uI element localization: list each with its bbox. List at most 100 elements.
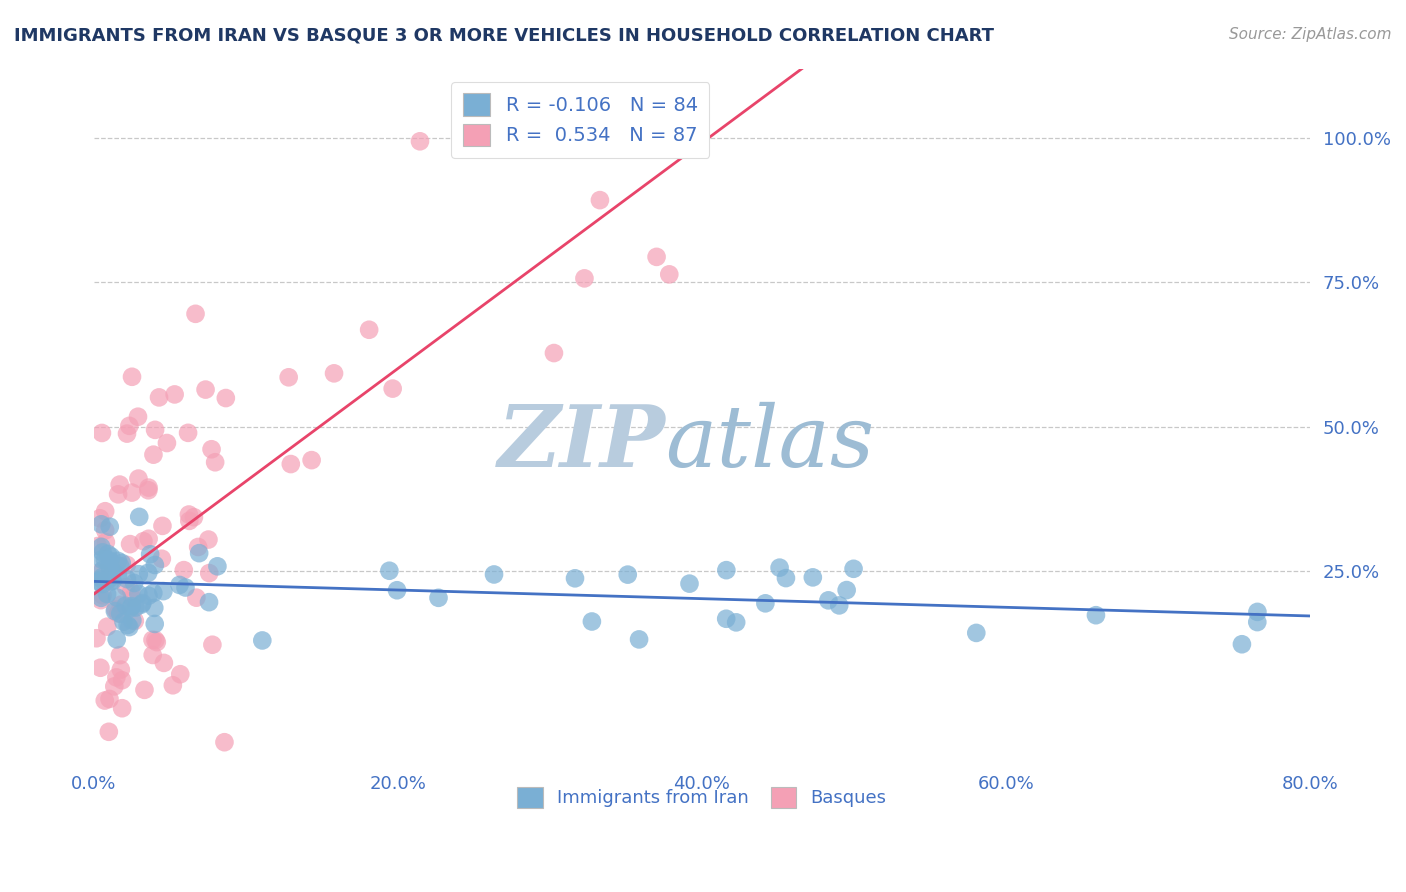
Text: Source: ZipAtlas.com: Source: ZipAtlas.com <box>1229 27 1392 42</box>
Point <box>101 565 124 579</box>
Point <box>90 593 112 607</box>
Point <box>146 635 169 649</box>
Point <box>775 571 797 585</box>
Point <box>678 576 700 591</box>
Point <box>98 554 121 568</box>
Point <box>150 551 173 566</box>
Point <box>128 567 150 582</box>
Point <box>100 549 122 564</box>
Point <box>186 591 208 605</box>
Point <box>115 572 138 586</box>
Point <box>107 607 129 621</box>
Point <box>280 457 302 471</box>
Point <box>111 556 134 570</box>
Point <box>768 560 790 574</box>
Point <box>142 648 165 662</box>
Point <box>115 426 138 441</box>
Text: ZIP: ZIP <box>498 401 665 484</box>
Point <box>301 453 323 467</box>
Point <box>90 572 112 586</box>
Point <box>482 567 505 582</box>
Point <box>359 323 381 337</box>
Point <box>89 566 111 580</box>
Point <box>179 514 201 528</box>
Point <box>98 572 121 586</box>
Point <box>115 580 138 594</box>
Point <box>94 693 117 707</box>
Text: atlas: atlas <box>665 401 875 484</box>
Point <box>177 508 200 522</box>
Point <box>842 562 865 576</box>
Point <box>115 558 138 572</box>
Point <box>105 632 128 647</box>
Point <box>89 661 111 675</box>
Point <box>91 570 114 584</box>
Point <box>1246 615 1268 629</box>
Point <box>183 510 205 524</box>
Point <box>103 680 125 694</box>
Point <box>152 519 174 533</box>
Point <box>581 615 603 629</box>
Point <box>96 620 118 634</box>
Point <box>98 558 121 573</box>
Point <box>658 268 681 282</box>
Point <box>121 369 143 384</box>
Point <box>152 584 174 599</box>
Point <box>143 616 166 631</box>
Point <box>120 601 142 615</box>
Point <box>101 574 124 588</box>
Point <box>131 596 153 610</box>
Point <box>628 632 651 647</box>
Point <box>105 670 128 684</box>
Point <box>110 598 132 612</box>
Point <box>564 571 586 585</box>
Point <box>754 596 776 610</box>
Point <box>162 678 184 692</box>
Text: IMMIGRANTS FROM IRAN VS BASQUE 3 OR MORE VEHICLES IN HOUSEHOLD CORRELATION CHART: IMMIGRANTS FROM IRAN VS BASQUE 3 OR MORE… <box>14 27 994 45</box>
Point <box>169 667 191 681</box>
Point <box>148 391 170 405</box>
Point <box>201 638 224 652</box>
Point <box>143 423 166 437</box>
Point <box>616 567 638 582</box>
Point <box>87 539 110 553</box>
Point <box>108 607 131 621</box>
Point <box>277 370 299 384</box>
Point <box>127 472 149 486</box>
Point <box>134 682 156 697</box>
Point <box>965 626 987 640</box>
Point <box>132 534 155 549</box>
Point <box>94 535 117 549</box>
Point <box>122 576 145 591</box>
Point <box>91 545 114 559</box>
Point <box>91 577 114 591</box>
Point <box>1230 637 1253 651</box>
Point <box>198 595 221 609</box>
Point <box>143 600 166 615</box>
Point <box>120 584 142 599</box>
Point <box>107 568 129 582</box>
Point <box>87 574 110 589</box>
Point <box>136 566 159 580</box>
Point <box>574 271 596 285</box>
Point <box>142 448 165 462</box>
Point <box>121 591 143 606</box>
Point <box>121 614 143 628</box>
Point <box>252 633 274 648</box>
Point <box>117 618 139 632</box>
Point <box>89 511 111 525</box>
Point <box>131 598 153 612</box>
Point <box>111 673 134 688</box>
Point <box>589 193 612 207</box>
Point <box>90 540 112 554</box>
Point <box>100 574 122 589</box>
Point <box>91 588 114 602</box>
Point <box>104 604 127 618</box>
Point <box>142 586 165 600</box>
Point <box>543 346 565 360</box>
Point <box>204 455 226 469</box>
Point <box>634 102 657 116</box>
Point <box>108 477 131 491</box>
Point <box>94 524 117 538</box>
Point <box>124 614 146 628</box>
